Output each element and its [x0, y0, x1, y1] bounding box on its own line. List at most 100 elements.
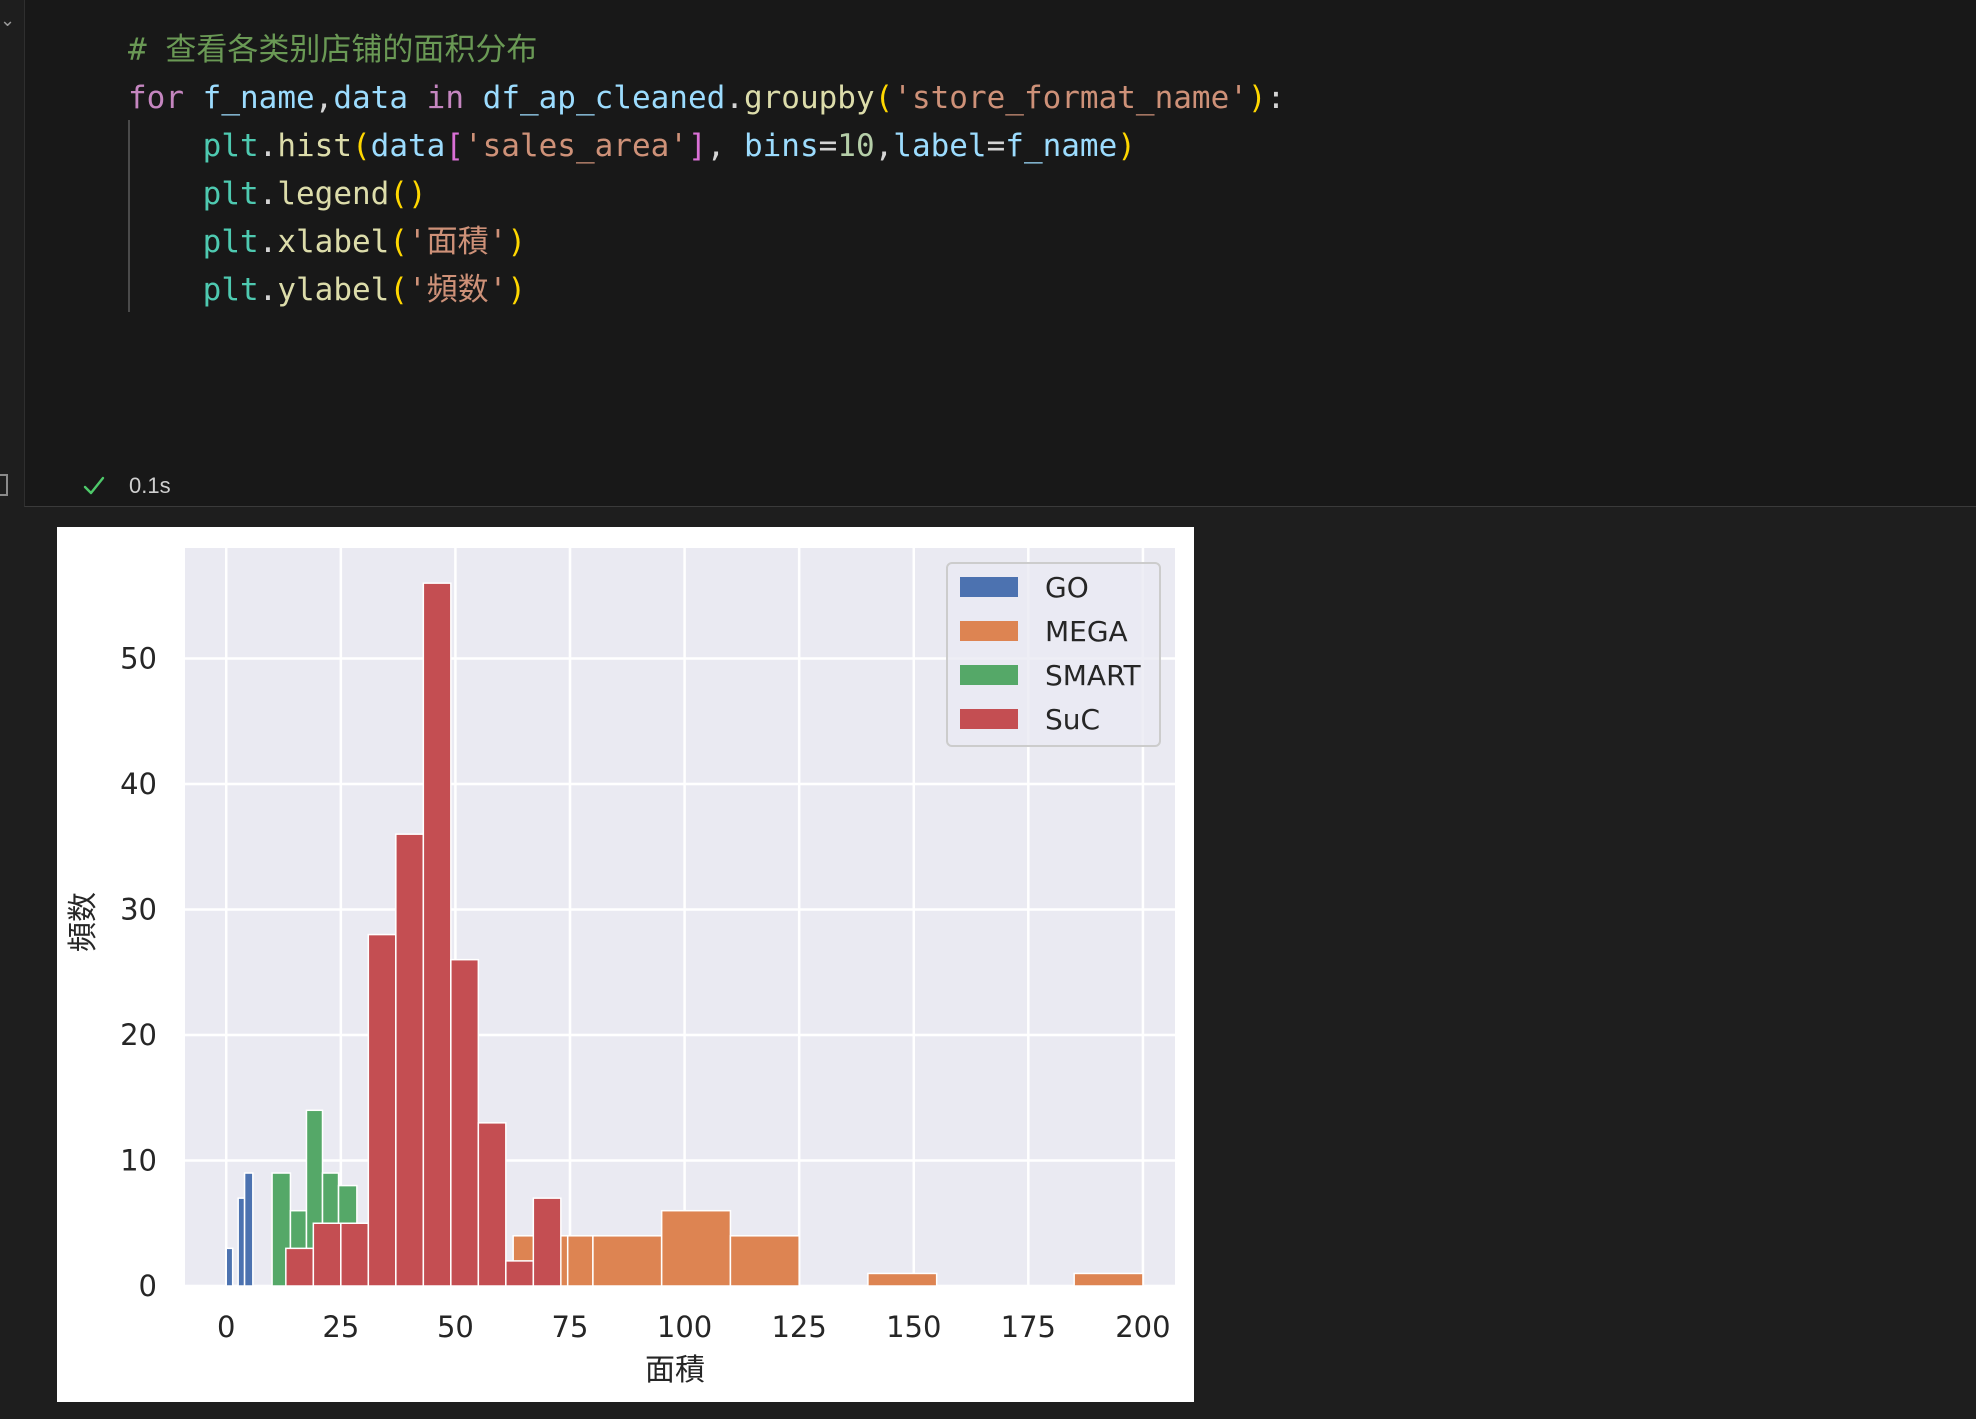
legend-label: SuC	[1045, 703, 1100, 736]
bar-mega	[660, 1209, 732, 1287]
code-token: xlabel	[277, 224, 390, 260]
bar-mega	[592, 1235, 663, 1287]
bar-suc	[367, 933, 397, 1287]
indent-guide	[128, 120, 130, 312]
bar-suc	[532, 1197, 562, 1287]
code-token: plt	[202, 224, 259, 260]
y-tick-label: 20	[120, 1018, 157, 1052]
code-token: in	[426, 80, 464, 116]
code-token: ()	[389, 176, 427, 212]
bar-suc	[477, 1122, 507, 1287]
x-tick-label: 0	[217, 1310, 235, 1344]
y-tick-label: 10	[120, 1143, 157, 1177]
code-token	[128, 176, 203, 212]
legend-label: GO	[1045, 571, 1089, 604]
code-token: legend	[277, 176, 390, 212]
bar-go	[237, 1197, 246, 1287]
code-token: groupby	[743, 80, 875, 116]
code-token: ,	[706, 128, 744, 164]
legend-box	[946, 562, 1161, 747]
legend-swatch-go	[960, 577, 1018, 597]
code-token: ]	[687, 128, 707, 164]
x-axis-label: 面積	[645, 1353, 705, 1388]
x-tick-label: 125	[771, 1310, 826, 1344]
legend-swatch-suc	[960, 709, 1018, 729]
code-token: df_ap_cleaned	[482, 80, 726, 116]
bar-suc	[312, 1222, 342, 1287]
code-token: # 查看各类别店铺的面积分布	[128, 32, 538, 68]
code-token	[408, 80, 427, 116]
code-token: [	[445, 128, 464, 164]
code-token: ,	[874, 128, 894, 164]
bar-suc	[395, 833, 425, 1287]
code-token: =	[818, 128, 838, 164]
check-icon	[83, 476, 105, 495]
code-line: plt.ylabel('頻数')	[128, 266, 1285, 314]
code-token: 'store_format_name'	[893, 80, 1248, 116]
y-tick-label: 40	[120, 767, 157, 801]
code-token: :	[1266, 80, 1286, 116]
x-tick-label: 175	[1001, 1310, 1056, 1344]
code-token: (	[874, 80, 894, 116]
code-token: data	[370, 128, 446, 164]
code-token: f_name	[202, 80, 315, 116]
code-line: plt.xlabel('面積')	[128, 218, 1285, 266]
x-tick-label: 150	[886, 1310, 941, 1344]
x-tick-label: 100	[657, 1310, 712, 1344]
bar-mega	[729, 1235, 800, 1287]
code-token: data	[333, 80, 408, 116]
cell-output: 0 25 50 75 100 125 150 175 200 0 10 20 30 40 50 面積 頻数 GO M…	[57, 527, 1194, 1402]
code-line: # 查看各类别店铺的面积分布	[128, 26, 1285, 74]
code-token: .	[258, 128, 278, 164]
legend-swatch-mega	[960, 621, 1018, 641]
code-token: 'sales_area'	[463, 128, 688, 164]
bar-suc	[340, 1222, 370, 1287]
code-token: label	[893, 128, 987, 164]
legend-label: MEGA	[1045, 615, 1128, 648]
bar-suc	[285, 1247, 315, 1287]
cell-bracket-icon	[0, 474, 8, 496]
code-token: )	[507, 224, 526, 260]
x-tick-label: 75	[552, 1310, 589, 1344]
code-line: plt.hist(data['sales_area'], bins=10,lab…	[128, 122, 1285, 170]
code-token: )	[507, 272, 526, 308]
code-token: plt	[202, 128, 259, 164]
y-axis-label: 頻数	[66, 892, 101, 952]
code-token: .	[725, 80, 744, 116]
bar-suc	[422, 582, 452, 1287]
bar-go	[243, 1172, 254, 1287]
x-tick-label: 25	[322, 1310, 359, 1344]
execution-time: 0.1s	[129, 473, 171, 498]
code-token: '頻数'	[407, 272, 508, 308]
code-token: plt	[202, 176, 259, 212]
x-tick-label: 200	[1115, 1310, 1170, 1344]
code-token: (	[389, 224, 408, 260]
code-token: .	[258, 176, 278, 212]
bar-suc	[450, 958, 480, 1287]
code-token: plt	[202, 272, 259, 308]
bar-go	[225, 1247, 234, 1287]
code-token: for	[128, 80, 184, 116]
x-tick-label: 50	[437, 1310, 474, 1344]
code-token: bins	[743, 128, 819, 164]
execution-status: 0.1s	[81, 470, 171, 502]
code-editor[interactable]: # 查看各类别店铺的面积分布 for f_name,data in df_ap_c…	[128, 26, 1285, 314]
code-token: ,	[314, 80, 334, 116]
bar-mega	[566, 1235, 594, 1287]
code-token: '面積'	[407, 224, 508, 260]
code-token: =	[986, 128, 1006, 164]
bar-mega	[867, 1272, 938, 1287]
code-token	[464, 80, 483, 116]
code-token	[184, 80, 203, 116]
legend-swatch-smart	[960, 665, 1018, 685]
code-line: for f_name,data in df_ap_cleaned.groupby…	[128, 74, 1285, 122]
code-token: 10	[837, 128, 875, 164]
code-token: f_name	[1005, 128, 1118, 164]
bar-mega	[1073, 1272, 1144, 1287]
code-cell[interactable]: # 查看各类别店铺的面积分布 for f_name,data in df_ap_c…	[24, 0, 1976, 507]
histogram-chart: 0 25 50 75 100 125 150 175 200 0 10 20 30 40 50 面積 頻数 GO M…	[66, 548, 1175, 1388]
chevron-down-icon[interactable]: ⌄	[0, 10, 16, 31]
code-token	[128, 128, 203, 164]
code-token: (	[351, 128, 371, 164]
legend-label: SMART	[1045, 659, 1142, 692]
